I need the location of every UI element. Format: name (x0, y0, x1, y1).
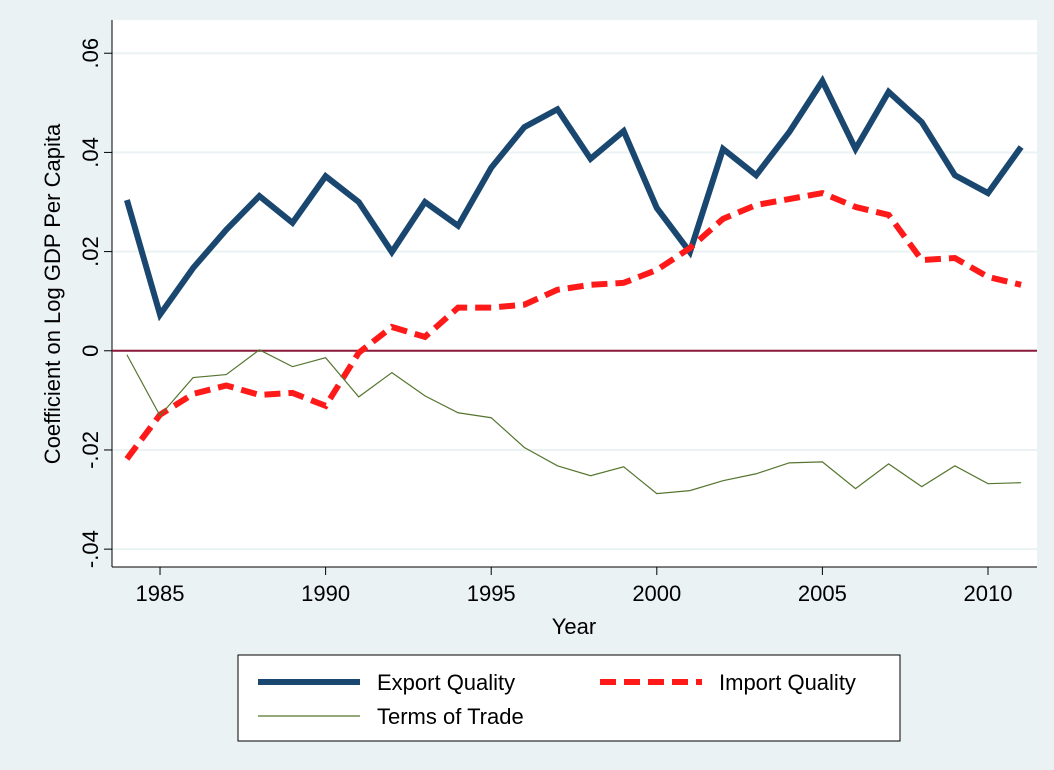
legend-label: Terms of Trade (377, 704, 524, 729)
plot-area (112, 20, 1037, 567)
series-line (124, 189, 1022, 461)
legend-label: Import Quality (719, 670, 856, 695)
x-axis-title: Year (552, 614, 596, 639)
series-line (126, 349, 1022, 495)
y-tick-label: .04 (78, 137, 103, 168)
x-tick-label: 1995 (467, 581, 516, 606)
y-tick-label: .06 (78, 38, 103, 69)
x-tick-label: 2010 (964, 581, 1013, 606)
x-tick-label: 2000 (632, 581, 681, 606)
y-tick-label: .02 (78, 236, 103, 267)
x-tick-label: 2005 (798, 581, 847, 606)
y-tick-label: -.04 (78, 530, 103, 568)
series-line (124, 74, 1024, 322)
y-tick-label: 0 (78, 345, 103, 357)
x-tick-label: 1985 (136, 581, 185, 606)
legend-label: Export Quality (377, 670, 515, 695)
y-tick-label: -.02 (78, 431, 103, 469)
x-tick-label: 1990 (301, 581, 350, 606)
legend (237, 654, 901, 742)
y-axis-title: Coefficient on Log GDP Per Capita (40, 123, 65, 464)
